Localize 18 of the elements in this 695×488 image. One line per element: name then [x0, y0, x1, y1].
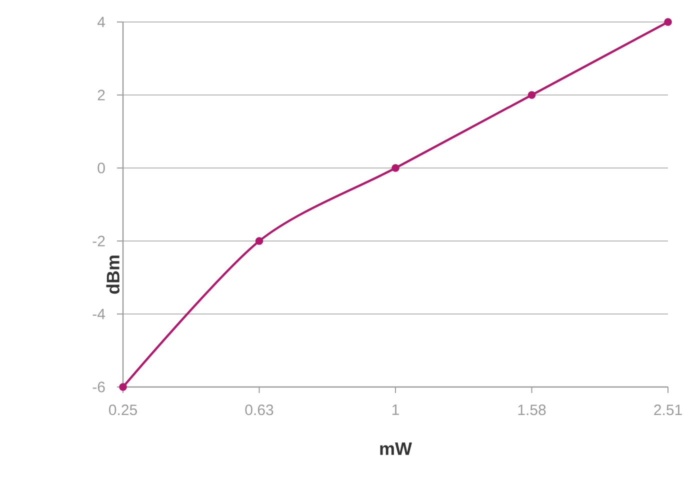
y-tick-label: -2 [92, 236, 105, 246]
y-tick-label: 0 [98, 162, 105, 174]
point [392, 164, 400, 172]
y-axis-title: dBm [106, 256, 120, 294]
x-axis-title: mW [380, 442, 412, 455]
point [119, 383, 127, 391]
x-tick-label: 2.51 [654, 404, 682, 416]
y-tick-label: -4 [92, 308, 106, 320]
x-tick-label: 0.25 [108, 404, 137, 416]
x-tick-label: 0.63 [245, 404, 274, 416]
y-tick-label: -6 [92, 382, 105, 392]
point [255, 237, 264, 245]
x-tick-label: 1.58 [518, 404, 546, 416]
y-tick-label: 2 [98, 90, 105, 100]
y-tick-label: 4 [97, 16, 106, 28]
x-tick-label: 1 [392, 404, 399, 415]
point [528, 91, 536, 99]
point [664, 18, 672, 26]
